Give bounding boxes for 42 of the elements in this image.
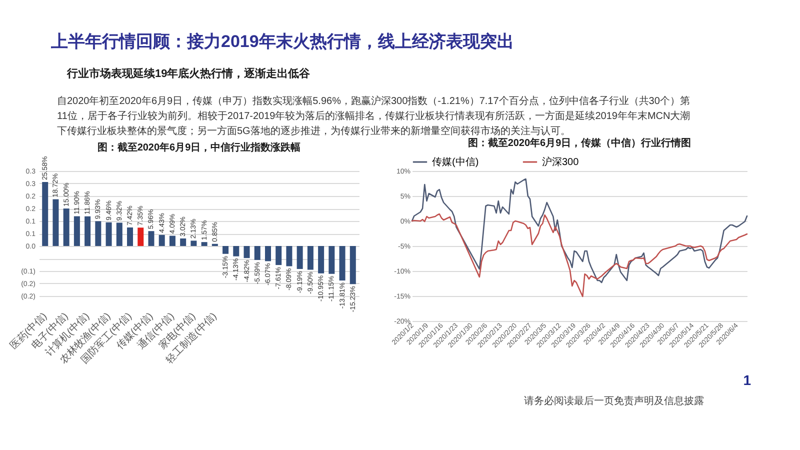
bar bbox=[116, 222, 122, 246]
bar bbox=[286, 246, 292, 266]
bar bbox=[95, 221, 102, 246]
bar bbox=[233, 246, 240, 256]
bar bbox=[138, 228, 144, 246]
bar bbox=[190, 240, 197, 246]
bar bbox=[254, 246, 260, 260]
bar bbox=[42, 182, 48, 246]
bar bbox=[222, 246, 229, 254]
bar bbox=[339, 246, 346, 281]
bar bbox=[169, 236, 176, 246]
line-series bbox=[411, 213, 748, 298]
text: 上半年行情回顾：接力2019年末火热行情，线上经济表现突出 bbox=[50, 32, 514, 51]
bar bbox=[328, 246, 335, 274]
text: 下传媒行业板块整体的景气度；另一方面5G落地的逐步推进，为传媒行业带来的新增量空间获得市场的关注与认可。 bbox=[57, 125, 570, 137]
bar bbox=[127, 227, 134, 246]
bar bbox=[307, 246, 314, 270]
line-series bbox=[411, 178, 748, 284]
bar bbox=[201, 242, 208, 246]
bar bbox=[180, 238, 186, 246]
bar bbox=[318, 246, 324, 274]
bar bbox=[276, 246, 282, 266]
text: 行业市场表现延续19年底火热行情，逐渐走出低谷 bbox=[66, 67, 312, 80]
text: 1 bbox=[743, 372, 752, 388]
legend-label: 传媒(中信) bbox=[432, 156, 479, 168]
bar bbox=[158, 234, 165, 246]
bar bbox=[63, 208, 70, 246]
bar bbox=[84, 216, 91, 246]
bar bbox=[106, 222, 112, 246]
bar bbox=[148, 231, 154, 246]
bar bbox=[52, 199, 59, 246]
chart-title: 图：截至2020年6月9日，传媒（中信）行业行情图 bbox=[468, 137, 692, 149]
bar bbox=[244, 246, 250, 258]
text: 11位，居于各子行业较为前列。相较于2017-2019年较为落后的涨幅排名，传媒行业板块行情表现有所活跃，一方面是延续2019年年末MCN大潮 bbox=[57, 110, 690, 122]
legend-label: 沪深300 bbox=[542, 156, 580, 168]
bar bbox=[350, 246, 356, 284]
bar bbox=[264, 246, 271, 262]
bar bbox=[296, 246, 303, 269]
chart-title: 图：截至2020年6月9日，中信行业指数涨跌幅 bbox=[97, 141, 301, 154]
text: 请务必阅读最后一页免责声明及信息披露 bbox=[524, 395, 704, 407]
text: 自2020年初至2020年6月9日，传媒（申万）指数实现涨幅5.96%，跑赢沪深300指数（-1.21%）7.17个百分点，位列中信各子行业（共30个）第 bbox=[57, 95, 690, 107]
bar bbox=[74, 216, 80, 246]
